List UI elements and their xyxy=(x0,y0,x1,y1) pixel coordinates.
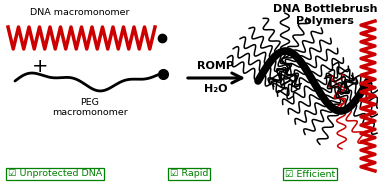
Text: ☑ Unprotected DNA: ☑ Unprotected DNA xyxy=(8,169,102,179)
Text: DNA macromonomer: DNA macromonomer xyxy=(30,8,130,17)
Text: PEG
macromonomer: PEG macromonomer xyxy=(52,98,128,117)
Text: DNA Bottlebrush
Polymers: DNA Bottlebrush Polymers xyxy=(273,4,377,26)
Text: ☑ Rapid: ☑ Rapid xyxy=(170,169,208,179)
Text: ☑ Efficient: ☑ Efficient xyxy=(285,169,335,179)
Text: H₂O: H₂O xyxy=(204,84,228,94)
Text: +: + xyxy=(32,57,48,76)
Text: ROMP: ROMP xyxy=(197,61,234,71)
